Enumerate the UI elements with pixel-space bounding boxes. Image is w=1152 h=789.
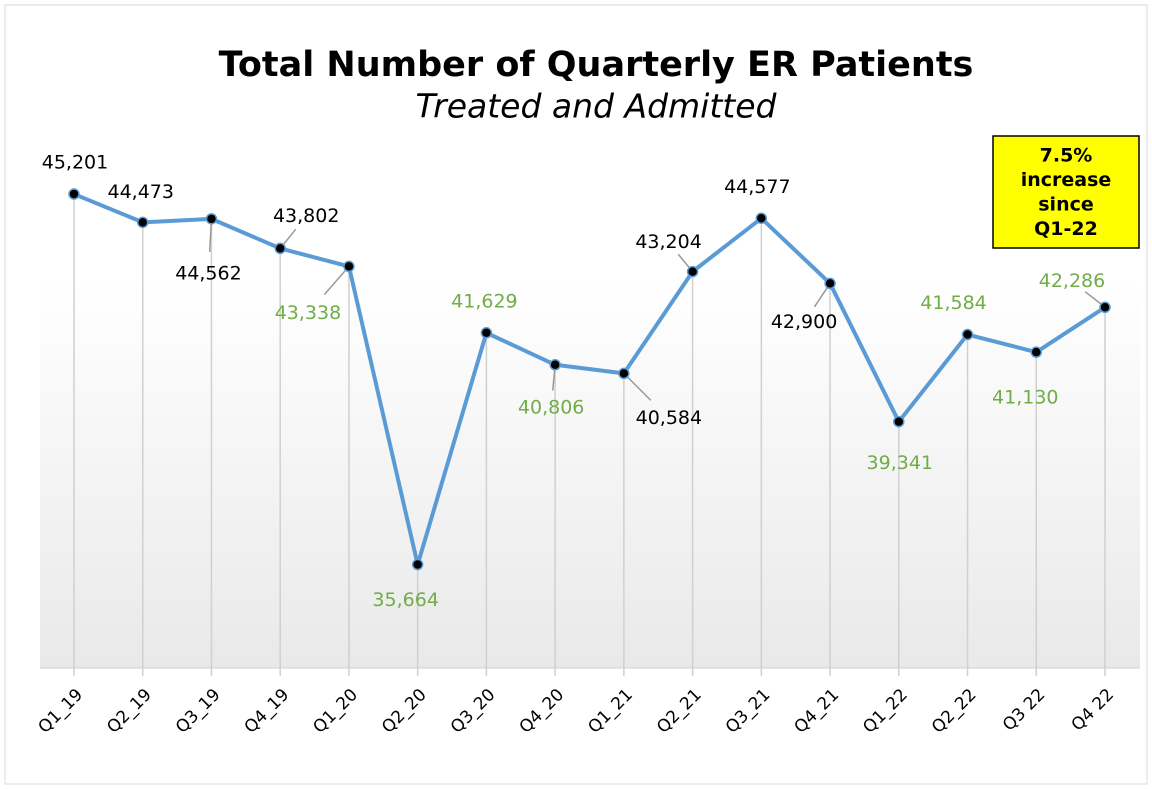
data-point: [343, 260, 355, 273]
x-tick-label: Q2_21: [653, 685, 706, 738]
x-tick-label: Q2_22: [928, 685, 981, 738]
x-tick-label: Q1_19: [35, 685, 88, 738]
data-point: [205, 213, 218, 225]
x-tick-label: Q2_19: [103, 685, 156, 738]
data-point: [136, 216, 149, 229]
x-tick-label: Q4_21: [791, 685, 844, 738]
data-line: [73, 192, 1107, 567]
data-point: [411, 558, 424, 571]
data-point: [824, 277, 836, 290]
data-point: [618, 367, 630, 380]
data-label: 42,900: [771, 311, 837, 333]
data-point: [274, 242, 286, 255]
chart-subtitle: Treated and Admitted: [416, 87, 778, 126]
data-label: 43,338: [275, 302, 341, 324]
plot-background: [40, 280, 1140, 668]
data-label: 43,204: [635, 231, 701, 253]
leader-line: [623, 372, 652, 401]
data-label: 45,201: [42, 152, 108, 174]
data-point: [755, 212, 768, 225]
data-label: 44,577: [724, 176, 790, 198]
data-label: 35,664: [372, 589, 438, 611]
data-label: 41,130: [992, 387, 1058, 409]
x-tick-label: Q4_19: [241, 685, 294, 738]
data-point: [549, 359, 561, 371]
data-label: 42,286: [1039, 270, 1105, 292]
x-tick-label: Q2_20: [378, 685, 431, 738]
annotation-line: 7.5%: [1040, 145, 1093, 167]
data-point: [961, 328, 974, 341]
data-label: 44,562: [175, 262, 241, 284]
x-tick-label: Q4 22: [1068, 685, 1118, 735]
x-tick-label: Q3_21: [722, 685, 775, 738]
x-tick-label: Q1_21: [584, 685, 637, 738]
data-point: [1030, 346, 1043, 358]
data-point: [68, 188, 80, 200]
x-tick-label: Q3_19: [172, 685, 225, 738]
x-tick-label: Q3 22: [999, 685, 1049, 735]
annotation-line: increase: [1021, 169, 1112, 191]
data-label: 41,584: [920, 292, 986, 314]
x-tick-label: Q1_22: [859, 685, 912, 738]
data-point: [893, 415, 905, 428]
data-point: [480, 327, 493, 339]
annotation-line: since: [1038, 194, 1094, 216]
data-label: 41,629: [451, 290, 517, 312]
data-label: 40,584: [636, 407, 702, 429]
data-label: 39,341: [867, 452, 933, 474]
data-label: 40,806: [518, 396, 584, 418]
data-label: 44,473: [107, 181, 173, 203]
annotation-box: [992, 135, 1140, 249]
data-point: [1099, 301, 1111, 314]
x-tick-label: Q1_20: [309, 685, 362, 738]
chart-border: [4, 4, 1148, 785]
chart-title: Total Number of Quarterly ER Patients: [219, 45, 974, 85]
annotation-line: Q1-22: [1034, 218, 1098, 240]
x-tick-label: Q4_20: [516, 685, 569, 738]
data-point: [686, 265, 699, 278]
leader-line: [323, 265, 350, 296]
x-tick-label: Q3_20: [447, 685, 500, 738]
data-label: 43,802: [273, 205, 339, 227]
